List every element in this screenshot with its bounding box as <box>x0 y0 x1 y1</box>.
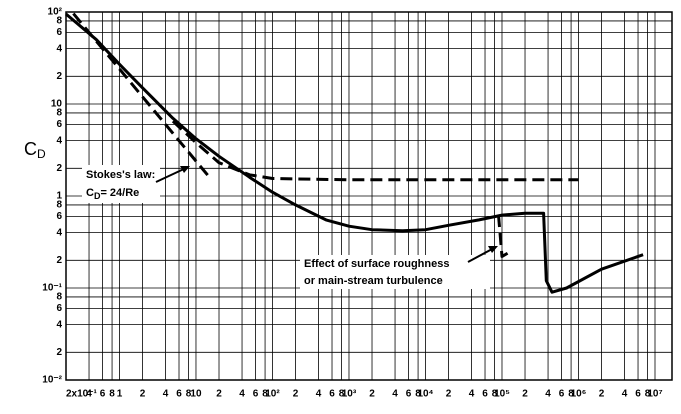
plot-frame <box>65 11 673 381</box>
annotation-bg <box>82 165 160 203</box>
x-tick-label: 6 <box>559 389 565 400</box>
y-tick-label: 4 <box>56 43 62 54</box>
annotation-text: Effect of surface roughness <box>304 258 449 270</box>
x-tick-label: 8 <box>262 389 268 400</box>
x-tick-label: 4 <box>239 389 245 400</box>
x-tick-label: 8 <box>415 389 421 400</box>
x-tick-label: 8 <box>339 389 345 400</box>
y-label-main: C <box>24 139 37 159</box>
x-tick-label: 6 <box>176 389 182 400</box>
y-tick-label: 10⁻² <box>42 375 62 386</box>
x-tick-label: 8 <box>645 389 651 400</box>
y-tick-label: 4 <box>56 135 62 146</box>
x-tick-label: 8 <box>568 389 574 400</box>
formula-sub: D <box>94 191 101 201</box>
x-tick-label: 2 <box>599 389 605 400</box>
annotation-arrow <box>467 247 495 263</box>
arrow-head <box>488 246 498 253</box>
arrow-head <box>180 166 190 173</box>
x-tick-label: 6 <box>253 389 259 400</box>
x-tick-label: 4 <box>316 389 322 400</box>
y-tick-label: 4 <box>56 227 62 238</box>
y-tick-label: 10 <box>51 99 63 110</box>
y-tick-label: 2 <box>56 163 62 174</box>
y-tick-label: 4 <box>56 319 62 330</box>
x-tick-label: 2 <box>369 389 375 400</box>
y-tick-label: 2 <box>56 347 62 358</box>
x-tick-label: 1 <box>117 389 123 400</box>
data-line <box>65 12 644 294</box>
x-tick-label: 10⁵ <box>494 389 510 400</box>
y-tick-label: 6 <box>56 27 62 38</box>
y-tick-label: 6 <box>56 303 62 314</box>
formula-rest: = 24/Re <box>100 187 139 199</box>
x-tick-label: 10⁶ <box>571 389 587 400</box>
annotation-text: Stokes's law: <box>86 169 155 181</box>
x-tick-label: 2 <box>293 389 299 400</box>
x-tick-label: 2x10⁻¹ <box>66 389 98 400</box>
annotation-formula: CD= 24/Re <box>86 187 139 201</box>
x-tick-label: 10⁴ <box>417 389 433 400</box>
y-tick-label: 2 <box>56 255 62 266</box>
y-label-sub: D <box>37 147 46 161</box>
x-tick-label: 10 <box>190 389 202 400</box>
y-tick-label: 8 <box>56 16 62 27</box>
x-tick-label: 6 <box>635 389 641 400</box>
x-tick-label: 4 <box>545 389 551 400</box>
y-tick-label: 2 <box>56 71 62 82</box>
x-tick-label: 6 <box>406 389 412 400</box>
y-tick-label: 10⁻¹ <box>42 283 62 294</box>
y-tick-label: 8 <box>56 108 62 119</box>
x-tick-label: 8 <box>109 389 115 400</box>
annotation-arrow <box>155 167 187 183</box>
x-tick-label: 8 <box>186 389 192 400</box>
annotation-stokes: Stokes's law: CD= 24/Re <box>82 165 190 203</box>
data-line <box>497 214 512 258</box>
x-tick-label: 2 <box>446 389 452 400</box>
x-tick-label: 2 <box>522 389 528 400</box>
x-tick-label: 2 <box>216 389 222 400</box>
x-tick-label: 10⁷ <box>647 389 662 400</box>
y-tick-label: 8 <box>56 292 62 303</box>
x-tick-label: 6 <box>482 389 488 400</box>
y-tick-label: 8 <box>56 200 62 211</box>
x-tick-label: 10² <box>265 389 280 400</box>
y-axis-label: CD <box>24 139 46 161</box>
y-tick-label: 6 <box>56 119 62 130</box>
annotation-roughness: Effect of surface roughness or main-stre… <box>300 246 498 289</box>
x-tick-label: 4 <box>622 389 628 400</box>
x-tick-label: 4 <box>86 389 92 400</box>
y-tick-label: 1 <box>56 191 62 202</box>
x-tick-label: 6 <box>329 389 335 400</box>
annotation-bg <box>300 255 490 289</box>
annotation-text: or main-stream turbulence <box>304 275 443 287</box>
x-tick-label: 2 <box>140 389 146 400</box>
x-tick-label: 4 <box>469 389 475 400</box>
data-line <box>171 120 579 182</box>
x-tick-label: 4 <box>392 389 398 400</box>
y-tick-label: 6 <box>56 211 62 222</box>
x-tick-label: 8 <box>492 389 498 400</box>
y-tick-label: 10² <box>48 7 63 18</box>
x-tick-label: 4 <box>163 389 169 400</box>
formula-main: C <box>86 187 94 199</box>
x-tick-label: 6 <box>100 389 106 400</box>
x-tick-label: 10³ <box>342 389 357 400</box>
